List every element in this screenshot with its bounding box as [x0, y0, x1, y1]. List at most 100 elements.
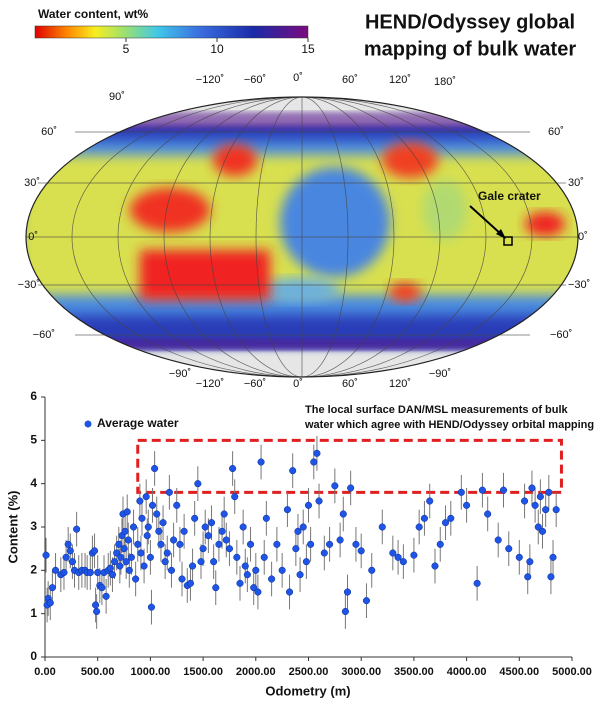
point [243, 571, 251, 579]
point [410, 551, 418, 559]
point [415, 523, 423, 531]
point [457, 488, 465, 496]
x-tick-label: 3000.00 [341, 666, 381, 678]
point [431, 562, 439, 570]
x-tick-label: 2500.00 [289, 666, 329, 678]
point [394, 553, 402, 561]
point [143, 532, 151, 540]
point [197, 558, 205, 566]
point [505, 545, 513, 553]
point [313, 449, 321, 457]
point [241, 562, 249, 570]
point [132, 575, 140, 583]
graticule-label: −30˚ [568, 279, 590, 291]
point [257, 458, 265, 466]
point [389, 549, 397, 557]
point [48, 584, 56, 592]
point [73, 525, 81, 533]
point [108, 571, 117, 579]
y-tick-label: 4 [30, 476, 37, 490]
point [547, 573, 555, 581]
point [494, 536, 502, 544]
point [352, 540, 360, 548]
point [362, 597, 371, 605]
gale-marker [503, 236, 513, 246]
point [122, 558, 130, 566]
point [331, 482, 339, 490]
point [153, 510, 161, 518]
point [137, 549, 145, 557]
x-tick-label: 0.00 [34, 666, 55, 678]
title: HEND/Odyssey global [365, 11, 575, 33]
graticule-label: −60˚ [33, 329, 55, 341]
point [260, 553, 268, 561]
point [207, 519, 216, 527]
point [268, 575, 276, 583]
point [68, 558, 76, 566]
graticule-label: −60˚ [244, 74, 266, 86]
x-tick-label: 1500.00 [183, 666, 223, 678]
arrow [469, 205, 503, 236]
legend-label: Average water [97, 416, 179, 430]
point [155, 527, 163, 535]
graticule-label: 90˚ [109, 91, 125, 103]
point [515, 553, 523, 561]
y-tick-label: 0 [30, 649, 37, 663]
graticule-label: −120˚ [196, 74, 224, 86]
point [215, 540, 223, 548]
point [64, 540, 72, 548]
x-tick-label: 5000.00 [552, 666, 592, 678]
point [294, 527, 302, 535]
point [368, 566, 376, 574]
point [326, 540, 334, 548]
graticule-label: 0˚ [293, 378, 303, 390]
x-tick-label: 3500.00 [394, 666, 434, 678]
graticule-label: −60˚ [244, 378, 266, 390]
point [121, 527, 129, 535]
point [62, 553, 70, 561]
point [165, 488, 173, 496]
point [246, 540, 255, 548]
graticule-label: 60˚ [41, 126, 57, 138]
x-tick-label: 4500.00 [499, 666, 539, 678]
x-tick-label: 1000.00 [131, 666, 171, 678]
point [161, 558, 169, 566]
point [463, 501, 471, 509]
point [310, 458, 318, 466]
title: mapping of bulk water [364, 38, 576, 60]
point [343, 588, 352, 596]
x-axis-label: Odometry (m) [265, 683, 350, 698]
point [117, 553, 125, 561]
point [320, 549, 328, 557]
point [92, 601, 100, 609]
globe-outline [25, 96, 579, 378]
point [222, 536, 230, 544]
point [315, 497, 323, 505]
graticule-label: 60˚ [342, 378, 358, 390]
point [46, 599, 54, 607]
graticule-label: −90˚ [169, 368, 191, 380]
point [542, 506, 550, 514]
x-tick-label: 4000.00 [447, 666, 487, 678]
point [552, 506, 560, 514]
point [163, 549, 171, 557]
point [283, 506, 291, 514]
arrow-head [496, 229, 506, 239]
point [296, 571, 304, 579]
y-tick-label: 6 [30, 389, 37, 403]
point [191, 514, 199, 522]
point [111, 558, 119, 566]
point [144, 523, 152, 531]
point [273, 540, 281, 548]
point [136, 497, 144, 505]
point [484, 510, 492, 518]
point [138, 514, 146, 522]
legend-marker [84, 420, 92, 428]
point [42, 551, 50, 559]
point [292, 545, 300, 553]
graticule-label: 60˚ [548, 126, 564, 138]
graticule-label: 0˚ [28, 231, 38, 243]
point [254, 588, 262, 596]
graticule-label: −60˚ [550, 329, 572, 341]
point [549, 553, 557, 561]
